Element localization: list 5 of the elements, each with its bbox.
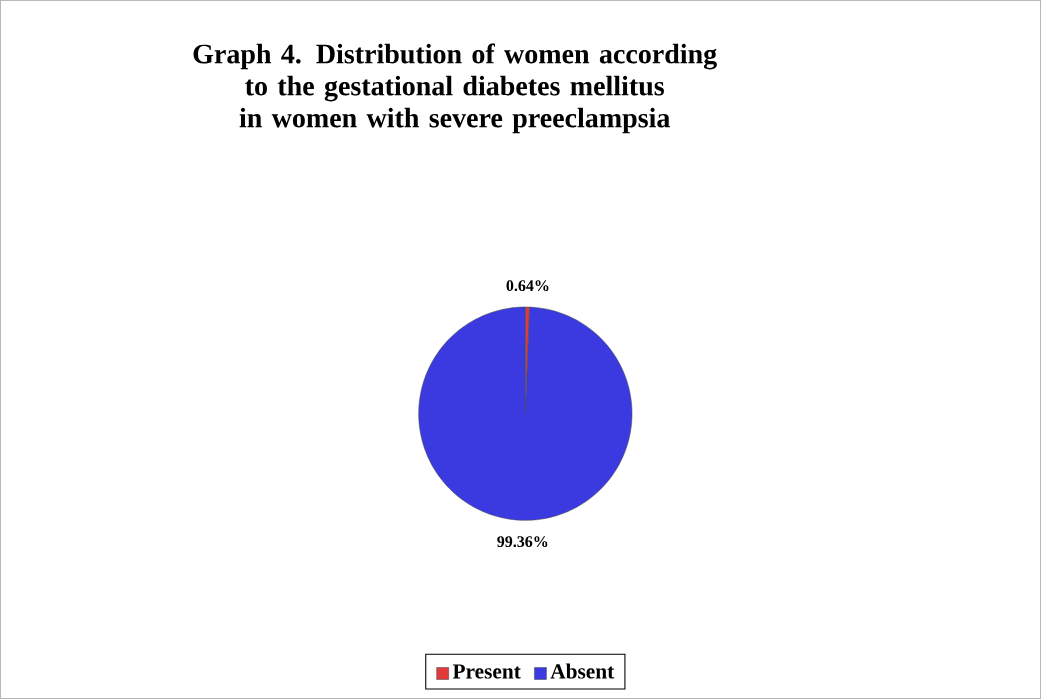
- chart-title: Graph 4. Distribution of women according to the gestational diabetes mellitus in women with severe preeclampsia: [193, 43, 717, 134]
- data-label: 99.36%: [497, 536, 548, 548]
- legend-label: Absent: [550, 663, 615, 679]
- legend-label: Present: [452, 664, 521, 679]
- data-label: 0.64%: [506, 280, 549, 292]
